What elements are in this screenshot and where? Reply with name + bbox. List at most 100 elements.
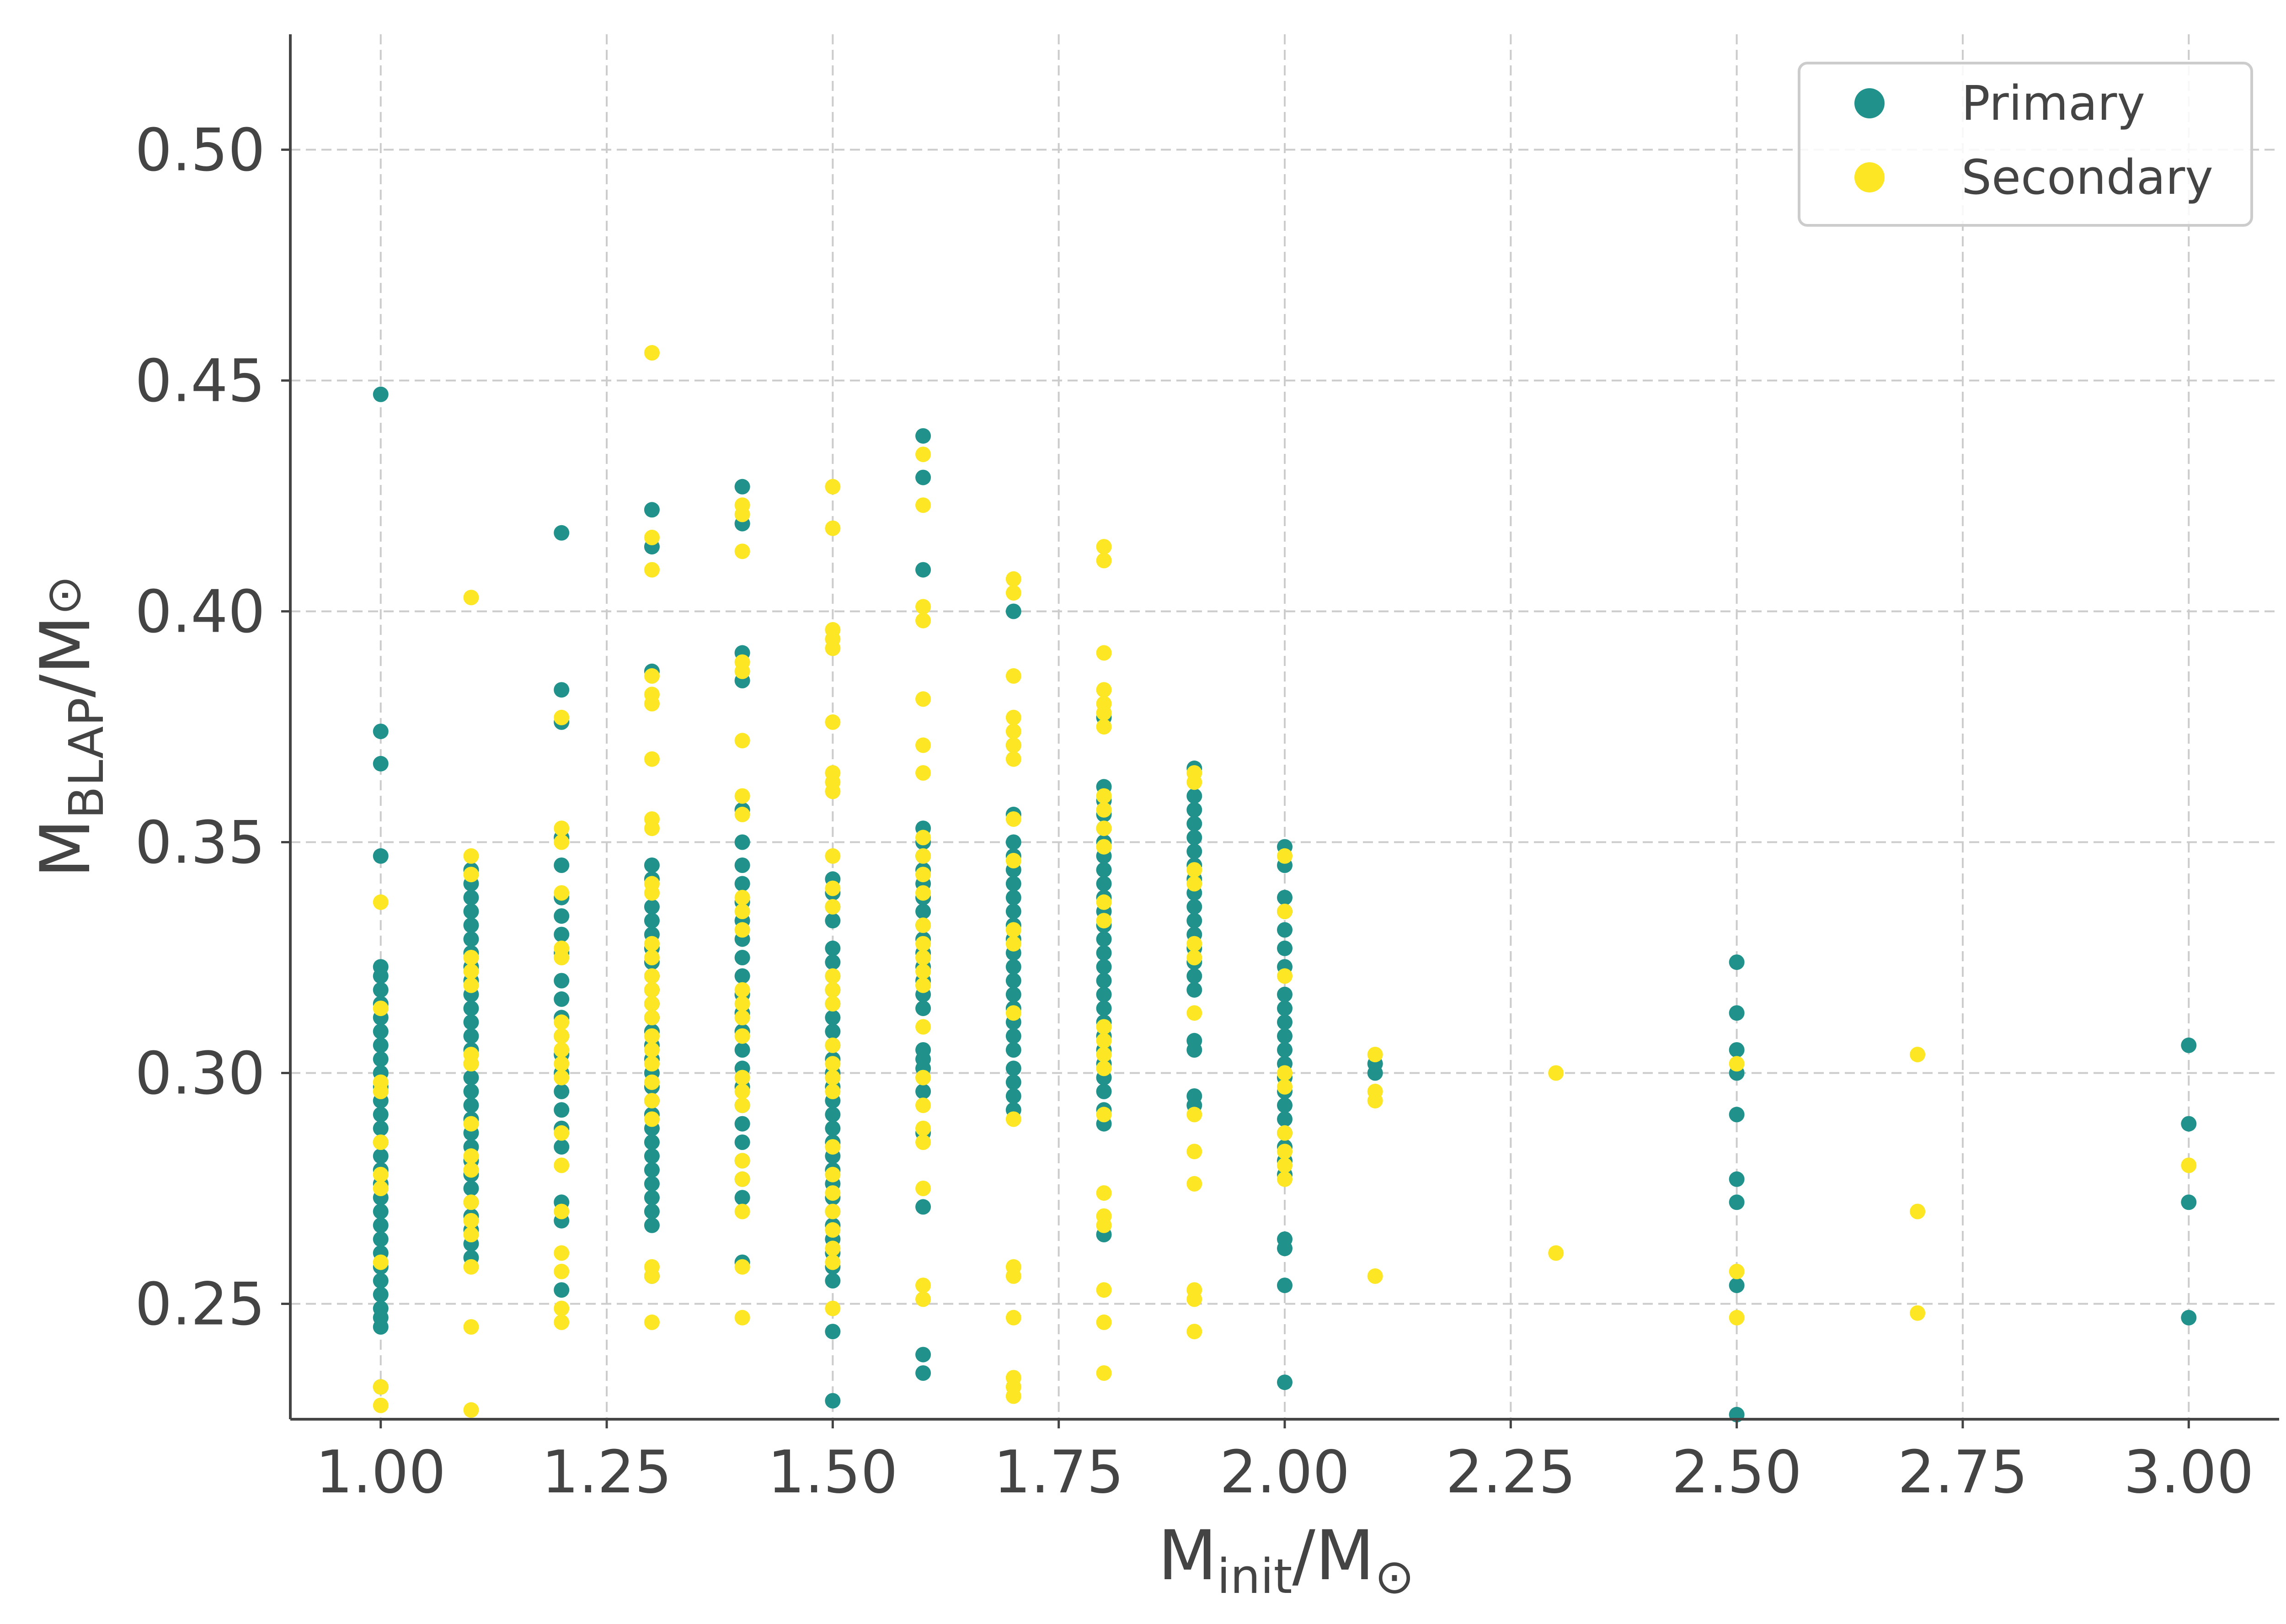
data-point <box>825 1070 841 1086</box>
data-point <box>1277 1278 1293 1294</box>
data-point <box>1096 876 1112 892</box>
data-point <box>825 1222 841 1238</box>
data-point <box>373 1397 389 1413</box>
data-point <box>734 996 750 1012</box>
data-point <box>373 1037 389 1053</box>
data-point <box>1277 904 1293 919</box>
data-point <box>1005 1310 1021 1326</box>
data-point <box>373 982 389 998</box>
data-point <box>1186 968 1202 984</box>
data-point <box>915 1001 931 1017</box>
x-tick-label: 2.75 <box>1897 1438 2028 1507</box>
data-point <box>463 1319 479 1335</box>
data-point <box>373 386 389 402</box>
data-point <box>1005 603 1021 619</box>
data-point <box>1005 922 1021 938</box>
data-point <box>463 950 479 965</box>
data-point <box>644 1162 660 1178</box>
data-point <box>1277 1374 1293 1390</box>
x-axis-label: Minit/M⊙ <box>1158 1516 1414 1604</box>
data-point <box>1096 1001 1112 1017</box>
data-point <box>1005 876 1021 892</box>
data-point <box>373 1107 389 1123</box>
axes <box>281 34 2279 1428</box>
data-point <box>1186 1144 1202 1160</box>
data-point <box>1005 1042 1021 1058</box>
y-tick-label: 0.30 <box>135 1040 265 1108</box>
data-point <box>734 1097 750 1113</box>
data-point <box>915 765 931 781</box>
data-point <box>554 525 570 541</box>
data-point <box>825 954 841 970</box>
data-point <box>1005 1268 1021 1284</box>
data-point <box>463 1181 479 1196</box>
data-point <box>915 447 931 463</box>
data-point <box>644 1111 660 1127</box>
data-point <box>734 1310 750 1326</box>
data-point <box>373 1148 389 1164</box>
data-point <box>734 1259 750 1275</box>
data-point <box>915 1278 931 1294</box>
data-point <box>734 788 750 804</box>
x-tick-label: 2.25 <box>1446 1438 1576 1507</box>
data-point <box>1096 1217 1112 1233</box>
y-tick-label: 0.25 <box>135 1271 265 1339</box>
data-point <box>644 1093 660 1109</box>
data-point <box>644 913 660 929</box>
data-point <box>825 1056 841 1072</box>
data-point <box>463 1259 479 1275</box>
y-tick-label: 0.35 <box>135 809 265 877</box>
data-point <box>373 1254 389 1270</box>
data-point <box>1005 1074 1021 1090</box>
data-point <box>915 917 931 933</box>
data-point <box>554 908 570 924</box>
data-point <box>644 1217 660 1233</box>
data-point <box>1096 1185 1112 1201</box>
data-point <box>915 1365 931 1381</box>
data-point <box>373 968 389 984</box>
data-point <box>1910 1203 1926 1219</box>
data-point <box>1186 774 1202 790</box>
data-point <box>2181 1310 2197 1326</box>
data-point <box>1277 1171 1293 1187</box>
data-point <box>825 1300 841 1316</box>
data-point <box>1005 1060 1021 1076</box>
legend-label-primary: Primary <box>1961 75 2145 131</box>
data-point <box>1186 913 1202 929</box>
data-point <box>734 806 750 822</box>
data-point <box>463 590 479 606</box>
data-point <box>373 894 389 910</box>
data-point <box>825 1120 841 1136</box>
series-secondary <box>373 345 2197 1418</box>
data-point <box>734 1116 750 1132</box>
data-point <box>554 1157 570 1173</box>
data-point <box>1096 682 1112 698</box>
data-point <box>734 1134 750 1150</box>
data-point <box>1186 802 1202 818</box>
data-point <box>1096 802 1112 818</box>
data-points <box>373 345 2197 1422</box>
data-point <box>2181 1194 2197 1210</box>
y-axis-label-symbol: ⊙ <box>36 575 91 615</box>
data-point <box>825 848 841 864</box>
data-point <box>734 1203 750 1219</box>
data-point <box>825 1254 841 1270</box>
data-point <box>463 867 479 883</box>
data-point <box>2181 1037 2197 1053</box>
data-point <box>644 502 660 518</box>
data-point <box>1729 1310 1745 1326</box>
data-point <box>734 1070 750 1086</box>
data-point <box>1096 719 1112 735</box>
data-point <box>1005 973 1021 989</box>
data-point <box>825 880 841 896</box>
data-point <box>1729 1042 1745 1058</box>
data-point <box>644 1042 660 1058</box>
data-point <box>915 964 931 980</box>
data-point <box>644 1148 660 1164</box>
data-point <box>373 1287 389 1303</box>
data-point <box>825 520 841 536</box>
data-point <box>1277 922 1293 938</box>
data-point <box>554 857 570 873</box>
